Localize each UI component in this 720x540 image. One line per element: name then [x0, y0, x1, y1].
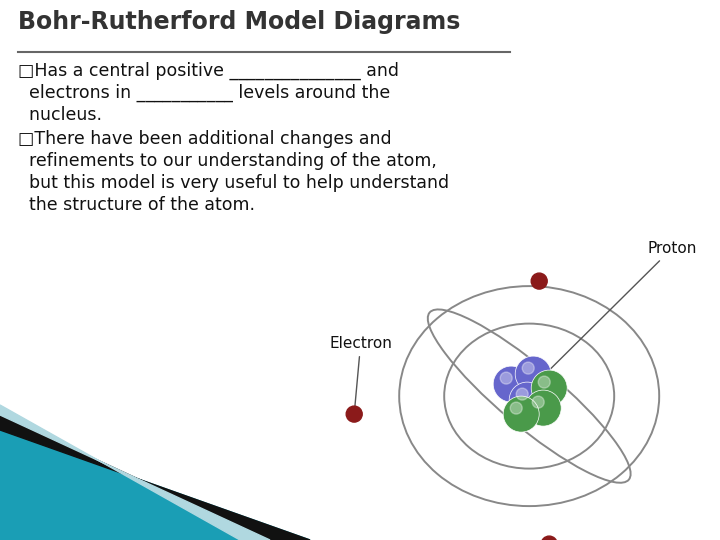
- Circle shape: [525, 390, 561, 426]
- Text: refinements to our understanding of the atom,: refinements to our understanding of the …: [18, 152, 437, 170]
- Circle shape: [503, 396, 539, 432]
- Text: Electron: Electron: [329, 336, 392, 411]
- Circle shape: [346, 406, 362, 422]
- Circle shape: [516, 356, 552, 392]
- Text: □There have been additional changes and: □There have been additional changes and: [18, 130, 392, 148]
- Polygon shape: [0, 405, 270, 540]
- Circle shape: [532, 396, 544, 408]
- Text: Neutron: Neutron: [0, 539, 1, 540]
- Text: □Has a central positive _______________ and: □Has a central positive _______________ …: [18, 62, 399, 80]
- Polygon shape: [0, 430, 310, 540]
- Text: but this model is very useful to help understand: but this model is very useful to help un…: [18, 174, 449, 192]
- Circle shape: [531, 370, 567, 406]
- Text: nucleus.: nucleus.: [18, 106, 102, 124]
- Circle shape: [539, 376, 550, 388]
- Circle shape: [516, 388, 528, 400]
- Circle shape: [493, 366, 529, 402]
- Circle shape: [522, 362, 534, 374]
- Circle shape: [500, 372, 512, 384]
- Circle shape: [541, 536, 557, 540]
- Text: electrons in ___________ levels around the: electrons in ___________ levels around t…: [18, 84, 390, 102]
- Text: Proton: Proton: [541, 241, 696, 378]
- Circle shape: [531, 273, 547, 289]
- Circle shape: [509, 382, 545, 418]
- Polygon shape: [0, 415, 310, 540]
- Circle shape: [510, 402, 522, 414]
- Text: Bohr-Rutherford Model Diagrams: Bohr-Rutherford Model Diagrams: [18, 10, 460, 34]
- Text: the structure of the atom.: the structure of the atom.: [18, 196, 255, 214]
